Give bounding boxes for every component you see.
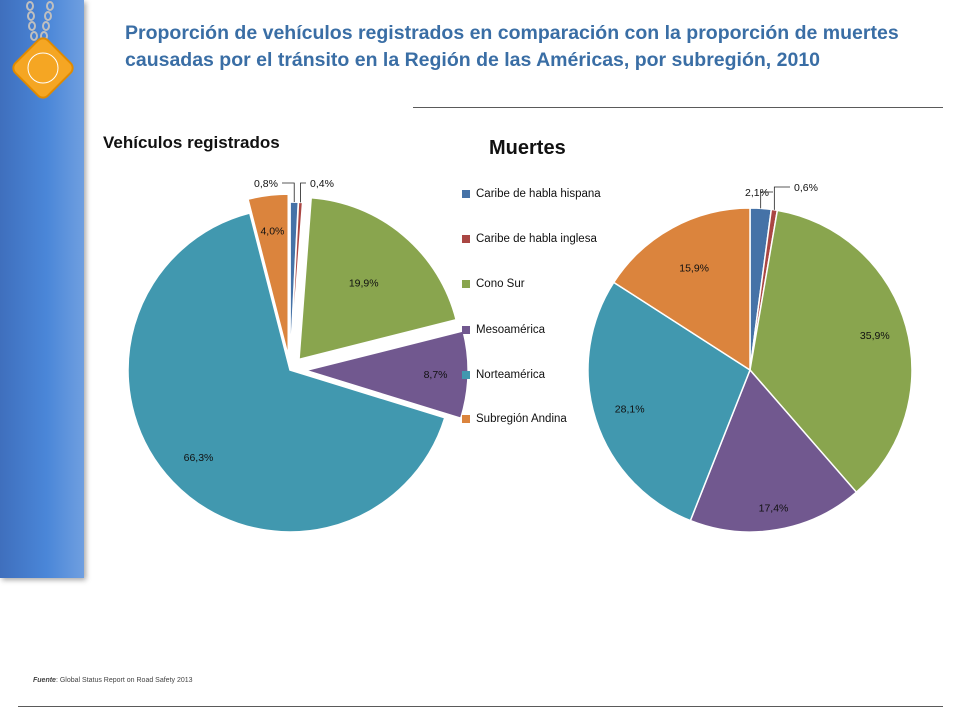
source-text: : Global Status Report on Road Safety 20… <box>55 677 193 684</box>
slice-label: 0,8% <box>254 178 278 190</box>
legend-label: Subregión Andina <box>476 413 567 425</box>
legend-swatch <box>462 371 470 379</box>
label-leader-line <box>773 186 790 210</box>
pie-slice-vehicles-2 <box>298 196 458 361</box>
pie-slice-deaths-2 <box>749 209 913 494</box>
road-safety-logo <box>12 1 74 99</box>
slice-label: 66,3% <box>184 452 214 464</box>
legend-swatch <box>462 235 470 243</box>
legend-label: Caribe de habla inglesa <box>476 233 597 245</box>
source-label: Fuente <box>33 677 56 684</box>
legend-item: Caribe de habla inglesa <box>462 231 597 247</box>
legend-item: Subregión Andina <box>462 411 567 427</box>
source-note: Fuente: Global Status Report on Road Saf… <box>33 677 193 684</box>
legend-swatch <box>462 415 470 423</box>
bottom-divider <box>18 706 943 707</box>
pie-slice-vehicles-5 <box>247 193 289 357</box>
page-title: Proporción de vehículos registrados en c… <box>125 22 899 71</box>
legend-label: Caribe de habla hispana <box>476 188 601 200</box>
slice-label: 15,9% <box>679 263 709 275</box>
pie-slice-deaths-5 <box>612 207 751 372</box>
slice-label: 17,4% <box>759 502 789 514</box>
legend-item: Mesoamérica <box>462 322 545 338</box>
slice-label: 19,9% <box>349 277 379 289</box>
slice-label: 0,6% <box>794 182 818 194</box>
legend-swatch <box>462 280 470 288</box>
slice-label: 0,4% <box>310 178 334 190</box>
label-leader-line <box>282 182 295 203</box>
slice-label: 35,9% <box>860 330 890 342</box>
vehicles-chart-title: Vehículos registrados <box>103 133 280 152</box>
legend-label: Mesoamérica <box>476 324 546 336</box>
legend-swatch <box>462 326 470 334</box>
label-leader-line <box>300 182 306 203</box>
legend-label: Norteamérica <box>476 369 546 381</box>
legend-label: Cono Sur <box>476 278 525 290</box>
slice-label: 28,1% <box>615 404 645 416</box>
pie-slice-deaths-4 <box>587 281 751 522</box>
label-leader-line <box>760 191 773 209</box>
slice-label: 4,0% <box>260 226 284 238</box>
slice-label: 8,7% <box>424 369 448 381</box>
deaths-chart-title: Muertes <box>489 137 566 159</box>
legend-item: Norteamérica <box>462 367 545 383</box>
pie-slice-vehicles-4 <box>127 212 446 533</box>
title-divider <box>413 107 943 108</box>
legend-item: Cono Sur <box>462 276 525 292</box>
slice-label: 2,1% <box>745 187 769 199</box>
pie-slice-deaths-3 <box>689 368 858 533</box>
legend-swatch <box>462 190 470 198</box>
legend-item: Caribe de habla hispana <box>462 186 601 202</box>
